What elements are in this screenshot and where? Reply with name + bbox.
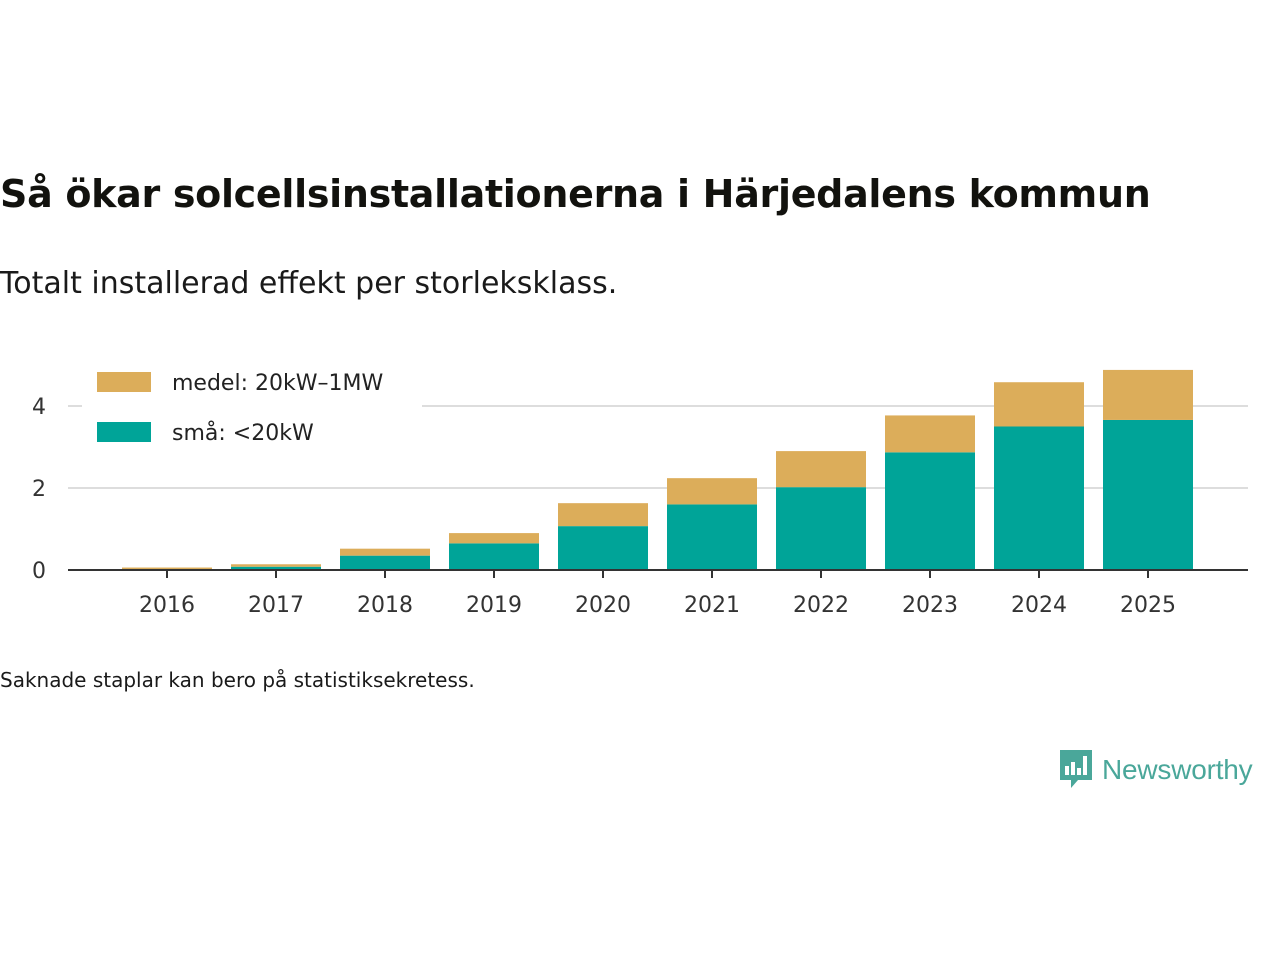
legend-swatch-medium xyxy=(97,372,151,392)
bar-medium-2021 xyxy=(667,478,757,505)
bar-small-2017 xyxy=(231,566,321,570)
bar-small-2021 xyxy=(667,504,757,570)
legend-swatch-small xyxy=(97,422,151,442)
bar-medium-2016 xyxy=(122,567,212,570)
x-tick-label: 2016 xyxy=(139,593,195,618)
x-tick-label: 2017 xyxy=(248,593,304,618)
bar-medium-2025 xyxy=(1103,369,1193,420)
newsworthy-logo-icon xyxy=(1060,750,1092,788)
brand-name: Newsworthy xyxy=(1102,754,1253,785)
bar-medium-2020 xyxy=(558,503,648,527)
bar-small-2019 xyxy=(449,543,539,570)
y-tick-label: 2 xyxy=(32,477,46,502)
x-tick-label: 2023 xyxy=(902,593,958,618)
x-tick-label: 2022 xyxy=(793,593,849,618)
bar-medium-2022 xyxy=(776,451,866,488)
x-tick-label: 2019 xyxy=(466,593,522,618)
x-tick-label: 2025 xyxy=(1120,593,1176,618)
bar-small-2023 xyxy=(885,452,975,570)
footnote: Saknade staplar kan bero på statistiksek… xyxy=(0,668,475,692)
x-tick-label: 2020 xyxy=(575,593,631,618)
bar-medium-2017 xyxy=(231,564,321,567)
y-tick-label: 4 xyxy=(32,395,46,420)
bar-small-2018 xyxy=(340,555,430,570)
brand-logo[interactable]: Newsworthy xyxy=(1058,748,1253,792)
chart-subtitle: Totalt installerad effekt per storlekskl… xyxy=(0,266,618,301)
bar-medium-2024 xyxy=(994,382,1084,427)
bar-small-2024 xyxy=(994,426,1084,570)
stacked-bar-chart: 0 2 4 2016 2017 2018 2019 2020 2021 2022 2023 2024 2… xyxy=(32,356,1248,618)
legend-label-medium: medel: 20kW–1MW xyxy=(172,371,383,396)
axes: 0 2 4 2016 2017 2018 2019 2020 2021 2022 2023 2024 2… xyxy=(32,395,1248,618)
x-tick-label: 2024 xyxy=(1011,593,1067,618)
bar-small-2022 xyxy=(776,487,866,570)
y-tick-label: 0 xyxy=(32,559,46,584)
x-tick-label: 2021 xyxy=(684,593,740,618)
bar-medium-2019 xyxy=(449,533,539,544)
bars xyxy=(122,369,1193,570)
bar-small-2020 xyxy=(558,526,648,570)
bar-medium-2023 xyxy=(885,415,975,453)
bar-medium-2018 xyxy=(340,548,430,556)
legend: medel: 20kW–1MW små: <20kW xyxy=(82,356,422,448)
chart-title: Så ökar solcellsinstallationerna i Härje… xyxy=(0,172,1151,216)
bar-small-2025 xyxy=(1103,419,1193,570)
x-tick-label: 2018 xyxy=(357,593,413,618)
legend-label-small: små: <20kW xyxy=(172,420,314,446)
